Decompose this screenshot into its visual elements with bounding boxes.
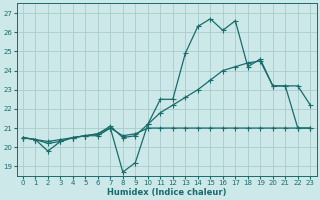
X-axis label: Humidex (Indice chaleur): Humidex (Indice chaleur)	[107, 188, 226, 197]
